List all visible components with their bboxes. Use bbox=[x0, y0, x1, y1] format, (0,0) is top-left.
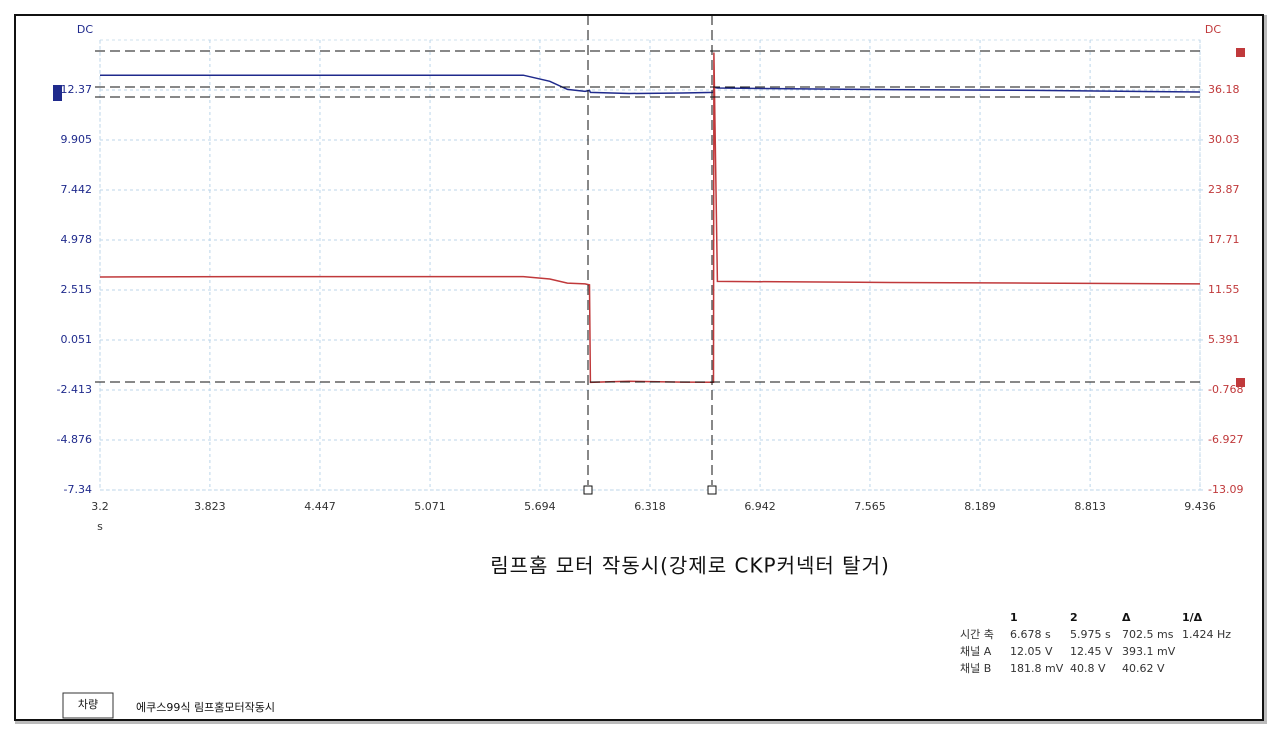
y-tick-label: 0.051 bbox=[61, 333, 93, 346]
x-axis-label: s bbox=[97, 520, 103, 533]
table-header: 2 bbox=[1070, 611, 1078, 624]
y-tick-label: 7.442 bbox=[61, 183, 93, 196]
caption: 림프홈 모터 작동시(강제로 CKP커넥터 탈거) bbox=[490, 554, 890, 578]
table-cell: 5.975 s bbox=[1070, 628, 1111, 641]
table-cell: 시간 축 bbox=[960, 628, 994, 641]
table-cell: 702.5 ms bbox=[1122, 628, 1174, 641]
y2-tick-label: -6.927 bbox=[1208, 433, 1243, 446]
cursor-handle[interactable] bbox=[707, 485, 717, 495]
table-cell: 181.8 mV bbox=[1010, 662, 1064, 675]
footer-box bbox=[62, 692, 114, 719]
y2-tick-label: 36.18 bbox=[1208, 83, 1240, 96]
x-tick-label: 5.071 bbox=[414, 500, 446, 513]
y2-tick-label: -13.09 bbox=[1208, 483, 1243, 496]
series-line bbox=[100, 74, 1201, 95]
table-cell: 12.05 V bbox=[1010, 645, 1053, 658]
y2-tick-label: 30.03 bbox=[1208, 133, 1240, 146]
y2-tick-label: 11.55 bbox=[1208, 283, 1240, 296]
table-header: 1 bbox=[1010, 611, 1018, 624]
table-cell: 12.45 V bbox=[1070, 645, 1113, 658]
cursor-handle[interactable] bbox=[583, 485, 593, 495]
y-tick-label: 2.515 bbox=[61, 283, 93, 296]
table-cell: 채널 B bbox=[960, 662, 991, 675]
table-cell: 40.62 V bbox=[1122, 662, 1165, 675]
x-tick-label: 6.318 bbox=[634, 500, 666, 513]
y-tick-label: -4.876 bbox=[57, 433, 92, 446]
x-tick-label: 3.2 bbox=[91, 500, 109, 513]
channel-marker[interactable] bbox=[1236, 378, 1245, 387]
footer-label: 차량 bbox=[78, 698, 98, 711]
x-tick-label: 9.436 bbox=[1184, 500, 1216, 513]
table-header: Δ bbox=[1122, 611, 1131, 624]
x-tick-label: 6.942 bbox=[744, 500, 776, 513]
y-tick-label: -7.34 bbox=[64, 483, 92, 496]
x-tick-label: 8.813 bbox=[1074, 500, 1106, 513]
footer-text: 에쿠스99식 림프홈모터작동시 bbox=[136, 700, 275, 714]
y2-tick-label: 23.87 bbox=[1208, 183, 1240, 196]
y2-tick-label: 17.71 bbox=[1208, 233, 1240, 246]
y-axis-label: DC bbox=[77, 23, 93, 36]
y-tick-label: 9.905 bbox=[61, 133, 93, 146]
y2-tick-label: -0.768 bbox=[1208, 383, 1243, 396]
x-tick-label: 8.189 bbox=[964, 500, 996, 513]
y2-axis-label: DC bbox=[1205, 23, 1221, 36]
frame bbox=[14, 14, 1264, 721]
y2-tick-label: 5.391 bbox=[1208, 333, 1240, 346]
table-cell: 40.8 V bbox=[1070, 662, 1106, 675]
y-tick-label: 12.37 bbox=[61, 83, 93, 96]
x-tick-label: 3.823 bbox=[194, 500, 226, 513]
table-cell: 393.1 mV bbox=[1122, 645, 1176, 658]
channel-marker[interactable] bbox=[1236, 48, 1245, 57]
x-tick-label: 4.447 bbox=[304, 500, 336, 513]
x-tick-label: 7.565 bbox=[854, 500, 886, 513]
table-header: 1/Δ bbox=[1182, 611, 1203, 624]
table-cell: 1.424 Hz bbox=[1182, 628, 1231, 641]
y-tick-label: -2.413 bbox=[57, 383, 92, 396]
x-tick-label: 5.694 bbox=[524, 500, 556, 513]
table-cell: 6.678 s bbox=[1010, 628, 1051, 641]
cursors bbox=[95, 15, 1200, 485]
y-tick-label: 4.978 bbox=[61, 233, 93, 246]
channel-marker[interactable] bbox=[53, 85, 62, 101]
measurements: 1 2 Δ 1/Δ 시간 축 6.678 s 5.975 s 702.5 ms 1.424 Hz… bbox=[960, 611, 1231, 675]
table-cell: 채널 A bbox=[960, 645, 992, 658]
